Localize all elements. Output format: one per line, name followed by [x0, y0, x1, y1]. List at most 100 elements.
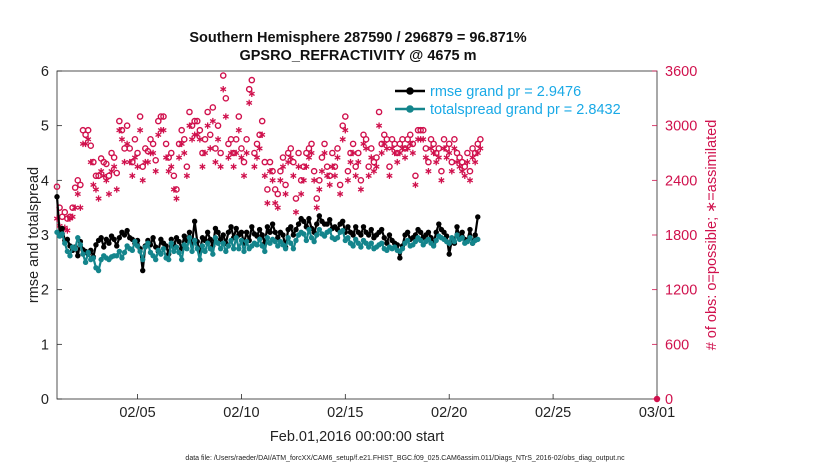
- assimilated-obs-stroke: [435, 155, 442, 160]
- totalspread-point: [425, 236, 432, 243]
- assimilated-obs-marker: [443, 154, 450, 161]
- possible-obs-marker: [310, 167, 318, 175]
- assimilated-obs-stroke: [399, 146, 406, 151]
- possible-obs-marker: [461, 163, 469, 170]
- assimilated-obs-stroke: [199, 164, 206, 169]
- assimilated-obs-marker: [77, 204, 84, 211]
- assimilated-obs-marker: [404, 145, 411, 152]
- rmse-point: [327, 216, 333, 223]
- rmse-point: [293, 226, 299, 233]
- possible-obs-marker: [334, 145, 341, 152]
- rmse-point: [350, 232, 356, 238]
- assimilated-obs-marker: [243, 149, 250, 157]
- totalspread-point: [238, 237, 245, 244]
- totalspread-point: [345, 235, 351, 241]
- assimilated-obs-marker: [251, 163, 258, 170]
- assimilated-obs-stroke: [285, 159, 292, 165]
- assimilated-obs-stroke: [85, 137, 92, 142]
- possible-obs-marker: [445, 140, 453, 148]
- rmse-point: [225, 229, 232, 235]
- possible-obs-marker: [477, 136, 484, 143]
- assimilated-obs-stroke: [451, 146, 458, 151]
- assimilated-obs-marker: [235, 127, 242, 134]
- totalspread-point: [430, 243, 437, 249]
- assimilated-obs-stroke: [391, 150, 398, 156]
- possible-obs-marker: [264, 186, 271, 193]
- right-y-tick-label: 0: [665, 392, 673, 408]
- totalspread-point: [142, 244, 149, 250]
- totalspread-point: [262, 248, 268, 255]
- assimilated-obs-marker: [474, 149, 481, 157]
- possible-obs-marker: [448, 158, 456, 166]
- assimilated-obs-stroke: [412, 182, 419, 188]
- assimilated-obs-stroke: [204, 123, 211, 128]
- totalspread-point: [129, 247, 136, 254]
- assimilated-obs-marker: [433, 158, 440, 166]
- assimilated-obs-stroke: [74, 191, 81, 197]
- assimilated-obs-stroke: [373, 164, 380, 169]
- assimilated-obs-marker: [105, 190, 113, 198]
- possible-obs-marker: [162, 140, 170, 148]
- assimilated-obs-stroke: [235, 128, 242, 133]
- assimilated-obs-marker: [477, 145, 484, 152]
- rmse-point: [280, 232, 286, 238]
- assimilated-obs-stroke: [469, 155, 476, 160]
- possible-obs-marker: [160, 113, 167, 120]
- totalspread-point: [67, 253, 73, 259]
- rmse-point: [212, 225, 219, 232]
- totalspread-point: [132, 238, 138, 245]
- assimilated-obs-marker: [362, 145, 370, 152]
- possible-obs-marker: [217, 149, 224, 157]
- possible-obs-marker: [313, 195, 321, 202]
- rmse-point: [381, 235, 387, 241]
- totalspread-point: [165, 256, 172, 263]
- totalspread-point: [433, 237, 439, 244]
- assimilated-obs-stroke: [305, 155, 313, 160]
- assimilated-obs-marker: [100, 172, 107, 179]
- totalspread-point: [365, 244, 372, 250]
- rmse-point: [158, 236, 164, 243]
- possible-obs-marker: [248, 76, 256, 84]
- totalspread-point: [454, 232, 460, 238]
- possible-obs-marker: [277, 167, 284, 175]
- possible-obs-marker: [451, 136, 458, 143]
- assimilated-obs-marker: [298, 190, 305, 198]
- assimilated-obs-marker: [373, 163, 380, 170]
- totalspread-point: [134, 243, 141, 249]
- assimilated-obs-marker: [126, 158, 133, 166]
- assimilated-obs-stroke: [313, 205, 320, 210]
- assimilated-obs-stroke: [103, 178, 110, 183]
- assimilated-obs-marker: [137, 127, 144, 134]
- assimilated-obs-marker: [316, 186, 323, 193]
- assimilated-obs-marker: [274, 204, 281, 211]
- assimilated-obs-stroke: [334, 155, 341, 160]
- possible-obs-marker: [183, 163, 191, 170]
- assimilated-obs-marker: [386, 172, 393, 179]
- assimilated-obs-stroke: [324, 173, 331, 178]
- legend-rmse-label: rmse grand pr = 2.9476: [430, 84, 581, 100]
- assimilated-obs-stroke: [440, 146, 448, 151]
- assimilated-obs-marker: [401, 154, 409, 161]
- rmse-point: [54, 194, 60, 200]
- assimilated-obs-marker: [199, 163, 206, 170]
- totalspread-point: [272, 238, 278, 245]
- rmse-point: [75, 253, 81, 259]
- totalspread-point: [358, 244, 364, 250]
- totalspread-point: [59, 231, 65, 237]
- assimilated-obs-stroke: [396, 150, 403, 156]
- legend: rmse grand pr = 2.9476 totalspread grand…: [395, 84, 621, 118]
- assimilated-obs-stroke: [238, 155, 245, 160]
- totalspread-point: [236, 245, 242, 252]
- assimilated-obs-stroke: [188, 137, 196, 142]
- assimilated-obs-marker: [388, 145, 396, 152]
- assimilated-obs-marker: [277, 177, 284, 184]
- assimilated-obs-stroke: [404, 146, 411, 151]
- assimilated-obs-stroke: [472, 159, 479, 165]
- assimilated-obs-stroke: [365, 173, 372, 178]
- possible-obs-marker: [318, 154, 326, 161]
- assimilated-obs-stroke: [300, 178, 307, 183]
- assimilated-obs-stroke: [72, 205, 79, 210]
- totalspread-point: [314, 232, 320, 238]
- assimilated-obs-marker: [212, 158, 219, 166]
- possible-obs-marker: [126, 145, 134, 152]
